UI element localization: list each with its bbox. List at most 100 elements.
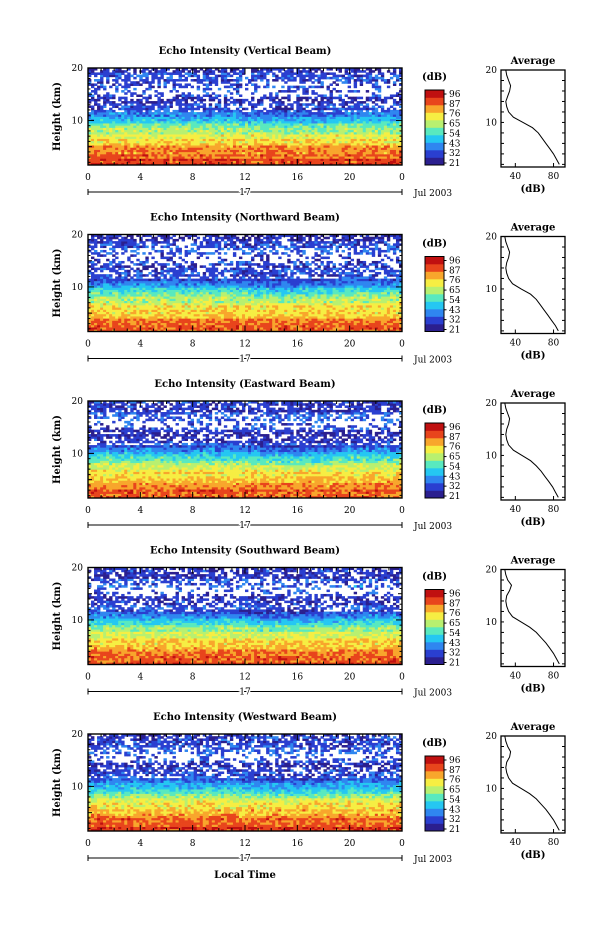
heatmap-cell bbox=[166, 105, 170, 109]
heatmap-cell bbox=[320, 307, 324, 310]
heatmap-cell bbox=[97, 305, 101, 308]
heatmap-cell bbox=[302, 68, 306, 71]
heatmap-cell bbox=[238, 118, 243, 122]
heatmap-cell bbox=[235, 125, 240, 128]
heatmap-cell bbox=[278, 311, 282, 315]
heatmap-cell bbox=[94, 147, 98, 150]
heatmap-cell bbox=[308, 109, 312, 113]
heatmap-cell bbox=[211, 156, 216, 159]
heatmap-cell bbox=[284, 316, 288, 319]
heatmap-cell bbox=[314, 92, 318, 95]
heatmap-cell bbox=[103, 327, 107, 330]
heatmap-cell bbox=[320, 107, 324, 111]
heatmap-cell bbox=[217, 103, 222, 106]
heatmap-cell bbox=[293, 85, 297, 89]
heatmap-cell bbox=[211, 316, 216, 319]
heatmap-cell bbox=[251, 92, 255, 95]
heatmap-cell bbox=[187, 309, 191, 312]
heatmap-cell bbox=[362, 158, 367, 161]
heatmap-cell bbox=[329, 112, 333, 115]
heatmap-cell bbox=[296, 311, 300, 315]
heatmap-cell bbox=[356, 313, 361, 317]
heatmap-cell bbox=[187, 116, 191, 120]
heatmap-cell bbox=[347, 136, 352, 139]
heatmap-cell bbox=[232, 136, 237, 139]
heatmap-cell bbox=[103, 136, 107, 139]
heatmap-cell bbox=[269, 114, 273, 117]
heatmap-cell bbox=[254, 153, 258, 157]
heatmap-cell bbox=[205, 145, 210, 148]
heatmap-cell bbox=[347, 114, 352, 117]
heatmap-cell bbox=[202, 79, 207, 82]
heatmap-cell bbox=[293, 136, 297, 139]
heatmap-cell bbox=[151, 76, 155, 80]
heatmap-cell bbox=[136, 109, 140, 113]
heatmap-cell bbox=[314, 123, 318, 126]
heatmap-cell bbox=[202, 320, 207, 324]
heatmap-cell bbox=[377, 162, 382, 166]
heatmap-cell bbox=[311, 316, 315, 319]
heatmap-cell bbox=[320, 76, 324, 80]
heatmap-cell bbox=[88, 140, 92, 144]
heatmap-cell bbox=[202, 74, 207, 78]
heatmap-cell bbox=[214, 123, 219, 126]
heatmap-cell bbox=[184, 72, 188, 75]
heatmap-cell bbox=[157, 118, 161, 122]
heatmap-cell bbox=[214, 134, 219, 137]
heatmap-cell bbox=[136, 125, 140, 128]
heatmap-cell bbox=[338, 116, 342, 120]
heatmap-cell bbox=[332, 72, 336, 75]
heatmap-cell bbox=[284, 112, 288, 115]
heatmap-cell bbox=[353, 114, 358, 117]
heatmap-cell bbox=[314, 329, 318, 332]
heatmap-cell bbox=[178, 79, 182, 82]
heatmap-cell bbox=[350, 329, 355, 332]
heatmap-cell bbox=[169, 153, 173, 157]
heatmap-cell bbox=[347, 131, 352, 135]
heatmap-cell bbox=[314, 74, 318, 78]
heatmap-cell bbox=[94, 160, 98, 164]
heatmap-cell bbox=[350, 151, 355, 155]
heatmap-cell bbox=[248, 103, 252, 106]
heatmap-cell bbox=[112, 307, 116, 310]
heatmap-cell bbox=[389, 149, 394, 153]
heatmap-cell bbox=[178, 320, 182, 324]
heatmap-cell bbox=[226, 118, 231, 122]
heatmap-cell bbox=[389, 313, 394, 317]
heatmap-cell bbox=[100, 85, 104, 89]
heatmap-cell bbox=[272, 162, 276, 166]
heatmap-cell bbox=[245, 145, 249, 148]
heatmap-cell bbox=[241, 107, 246, 111]
heatmap-cell bbox=[341, 112, 345, 115]
heatmap-cell bbox=[263, 94, 267, 97]
heatmap-cell bbox=[97, 329, 101, 332]
heatmap-cell bbox=[130, 151, 134, 155]
heatmap-cell bbox=[175, 324, 179, 328]
heatmap-cell bbox=[248, 125, 252, 128]
heatmap-cell bbox=[94, 79, 98, 82]
heatmap-cell bbox=[308, 131, 312, 135]
heatmap-cell bbox=[341, 318, 345, 321]
heatmap-cell bbox=[148, 162, 152, 166]
heatmap-cell bbox=[245, 309, 249, 312]
heatmap-cell bbox=[302, 125, 306, 128]
heatmap-cell bbox=[326, 327, 330, 330]
heatmap-cell bbox=[238, 136, 243, 139]
heatmap-cell bbox=[133, 114, 137, 117]
heatmap-cell bbox=[169, 324, 173, 328]
heatmap-cell bbox=[217, 327, 222, 330]
heatmap-cell bbox=[251, 160, 255, 164]
heatmap-cell bbox=[287, 72, 291, 75]
heatmap-cell bbox=[133, 116, 137, 120]
heatmap-cell bbox=[169, 138, 173, 142]
heatmap-cell bbox=[356, 142, 361, 146]
heatmap-cell bbox=[109, 151, 113, 155]
heatmap-cell bbox=[133, 112, 137, 115]
heatmap-cell bbox=[371, 307, 376, 310]
heatmap-cell bbox=[389, 72, 394, 75]
heatmap-cell bbox=[350, 116, 355, 120]
heatmap-cell bbox=[205, 125, 210, 128]
heatmap-cell bbox=[320, 320, 324, 324]
heatmap-cell bbox=[305, 136, 309, 139]
heatmap-cell bbox=[154, 129, 158, 133]
